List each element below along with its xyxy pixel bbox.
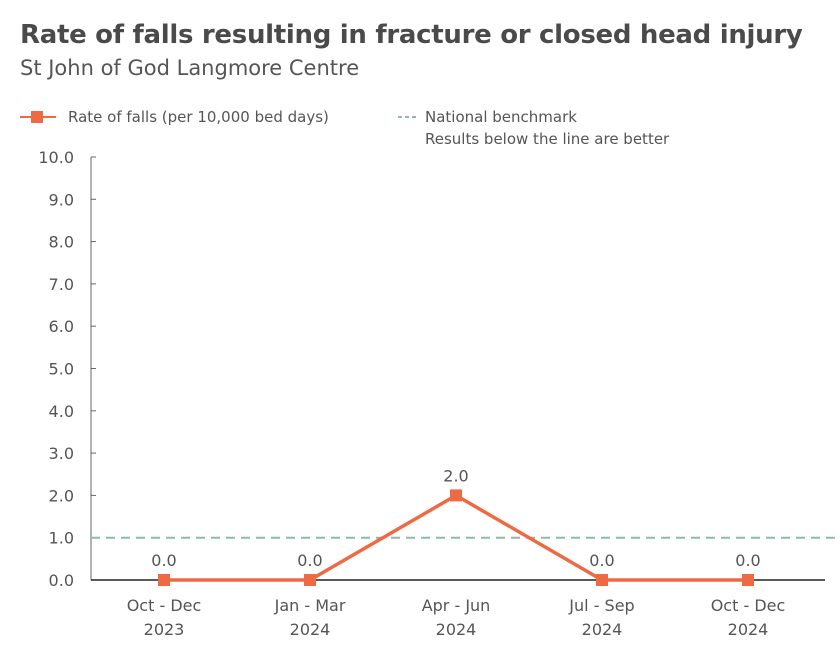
x-tick-label-year: 2024	[436, 620, 477, 639]
y-tick-label: 8.0	[49, 233, 74, 252]
data-point	[450, 489, 462, 502]
y-tick-label: 2.0	[49, 486, 74, 505]
y-tick-label: 4.0	[49, 402, 74, 421]
x-tick-label-year: 2024	[582, 620, 623, 639]
chart-subtitle: St John of God Langmore Centre	[20, 56, 360, 80]
y-tick-label: 1.0	[49, 529, 74, 548]
legend-series-label: Rate of falls (per 10,000 bed days)	[68, 108, 329, 126]
y-tick-label: 0.0	[49, 571, 74, 590]
data-label: 0.0	[151, 551, 176, 570]
data-point	[742, 574, 754, 586]
data-label: 2.0	[443, 466, 468, 485]
data-point	[596, 574, 608, 586]
data-point	[304, 574, 316, 586]
x-tick-label-year: 2024	[728, 620, 769, 639]
x-tick-label: Oct - Dec	[711, 596, 786, 615]
x-tick-label: Apr - Jun	[422, 596, 491, 615]
data-label: 0.0	[297, 551, 322, 570]
chart-title: Rate of falls resulting in fracture or c…	[20, 20, 803, 50]
x-tick-label: Oct - Dec	[127, 596, 202, 615]
y-tick-label: 5.0	[49, 360, 74, 379]
data-label: 0.0	[735, 551, 760, 570]
data-label: 0.0	[589, 551, 614, 570]
x-tick-label: Jan - Mar	[274, 596, 346, 615]
y-tick-label: 6.0	[49, 317, 74, 336]
legend-benchmark-label: National benchmark	[425, 108, 577, 126]
y-tick-label: 9.0	[49, 190, 74, 209]
legend-benchmark-note: Results below the line are better	[425, 130, 670, 148]
x-tick-label-year: 2024	[290, 620, 331, 639]
y-tick-label: 3.0	[49, 444, 74, 463]
x-tick-label: Jul - Sep	[568, 596, 634, 615]
y-tick-label: 10.0	[38, 148, 74, 167]
legend-series-marker	[31, 111, 43, 123]
y-tick-label: 7.0	[49, 275, 74, 294]
x-tick-label-year: 2023	[144, 620, 185, 639]
data-point	[158, 574, 170, 586]
